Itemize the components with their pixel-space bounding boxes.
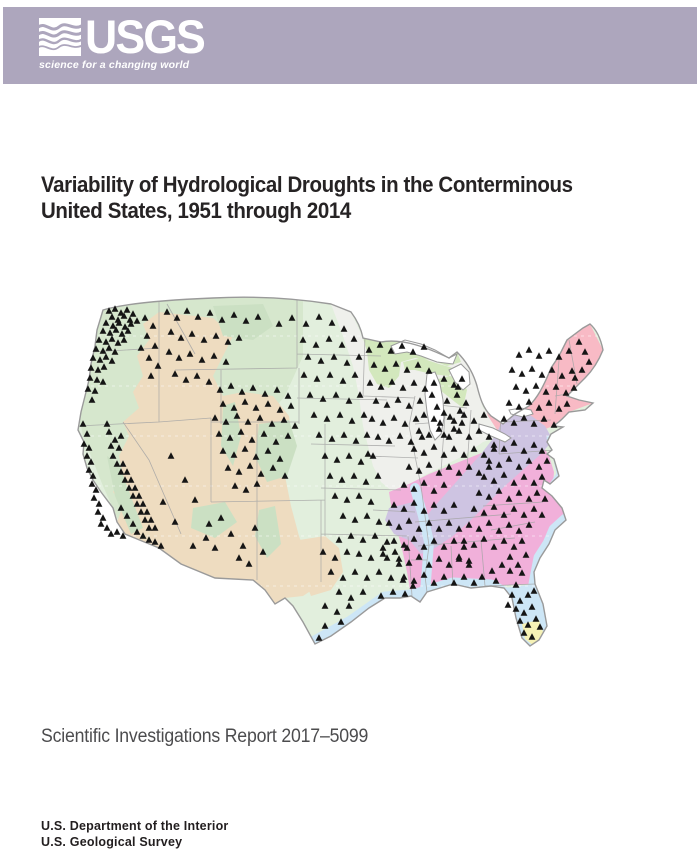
lake-superior <box>390 339 458 365</box>
region-southeast-magenta <box>389 436 566 602</box>
lake-erie <box>478 423 512 443</box>
region-mountain-green-patches <box>107 304 297 558</box>
lake-huron <box>448 363 471 391</box>
great-lakes <box>390 339 534 443</box>
report-title-line1: Variability of Hydrological Droughts in … <box>41 171 573 197</box>
region-interior-tan <box>113 312 343 604</box>
report-title-line2: United States, 1951 through 2014 <box>41 197 351 223</box>
us-map <box>77 296 604 647</box>
publisher-block: U.S. Department of the Interior U.S. Geo… <box>41 818 228 850</box>
usgs-logo: USGS science for a changing world <box>39 10 210 71</box>
publisher-line1: U.S. Department of the Interior <box>41 819 229 833</box>
report-series-line: Scientific Investigations Report 2017–50… <box>41 726 369 747</box>
report-title: Variability of Hydrological Droughts in … <box>41 172 636 224</box>
usgs-header-band: USGS science for a changing world <box>3 7 697 84</box>
usgs-tagline: science for a changing world <box>39 59 190 71</box>
us-map-figure <box>63 296 607 658</box>
usgs-wordmark: USGS <box>85 10 206 63</box>
usgs-wave-icon <box>39 18 81 56</box>
publisher-line2: U.S. Geological Survey <box>41 835 183 849</box>
